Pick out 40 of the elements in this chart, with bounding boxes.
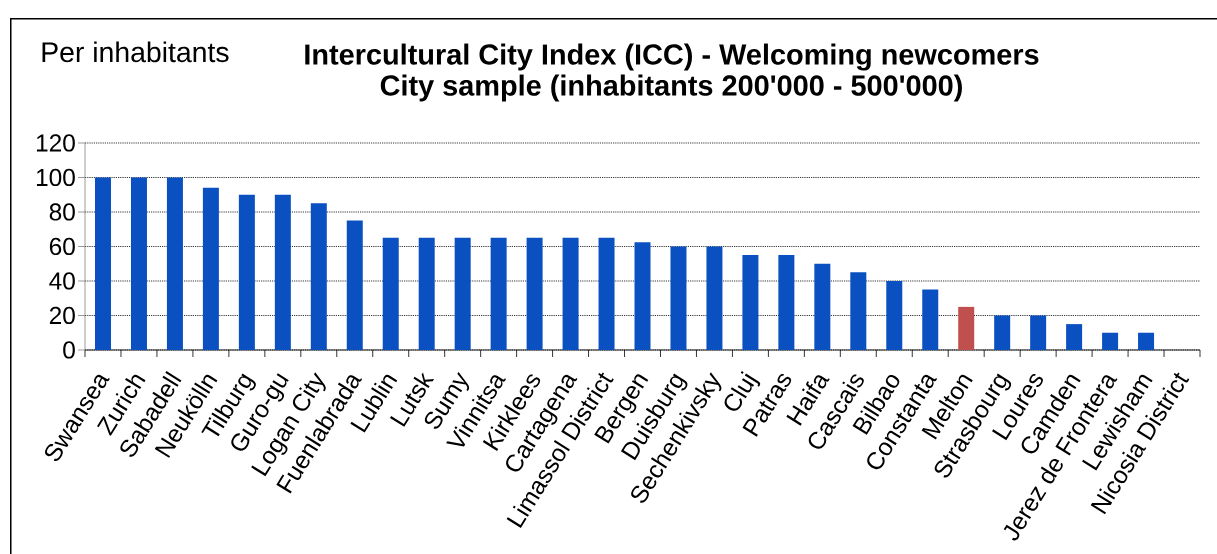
bar (634, 242, 651, 350)
bar (130, 177, 147, 350)
chart-subtitle: City sample (inhabitants 200'000 - 500'000) (380, 74, 962, 102)
bar (598, 237, 615, 350)
y-tick-label: 120 (36, 134, 75, 152)
y-tick-label: 20 (49, 306, 75, 325)
bar (454, 237, 471, 350)
bar (166, 177, 183, 350)
bar (886, 280, 903, 350)
bar (922, 289, 939, 350)
bar (94, 177, 111, 350)
bar (490, 237, 507, 350)
bar (1102, 332, 1119, 350)
bar (814, 263, 831, 350)
bar (706, 246, 723, 350)
bar (562, 237, 579, 350)
y-tick-label: 80 (49, 203, 75, 221)
bar (670, 246, 687, 350)
bar (202, 187, 219, 350)
bar (958, 306, 975, 350)
chart-title: Intercultural City Index (ICC) - Welcoming newcomers (305, 43, 1039, 71)
bar (418, 237, 435, 350)
bar (238, 194, 255, 350)
bar (1030, 315, 1047, 350)
y-tick-label: 0 (63, 341, 75, 359)
y-tick-label: 60 (49, 237, 75, 256)
bar (346, 220, 363, 350)
bar (850, 272, 867, 350)
bar (310, 203, 327, 350)
bar (526, 237, 543, 350)
y-tick-label: 100 (36, 168, 75, 187)
bar (1066, 324, 1083, 350)
bar (382, 237, 399, 350)
y-tick-label: 40 (49, 272, 75, 290)
bar (778, 255, 795, 350)
y-axis-title: Per inhabitants (42, 41, 229, 63)
bar (1138, 332, 1155, 350)
bar (274, 194, 291, 350)
bar (994, 315, 1011, 350)
bar (742, 255, 759, 350)
